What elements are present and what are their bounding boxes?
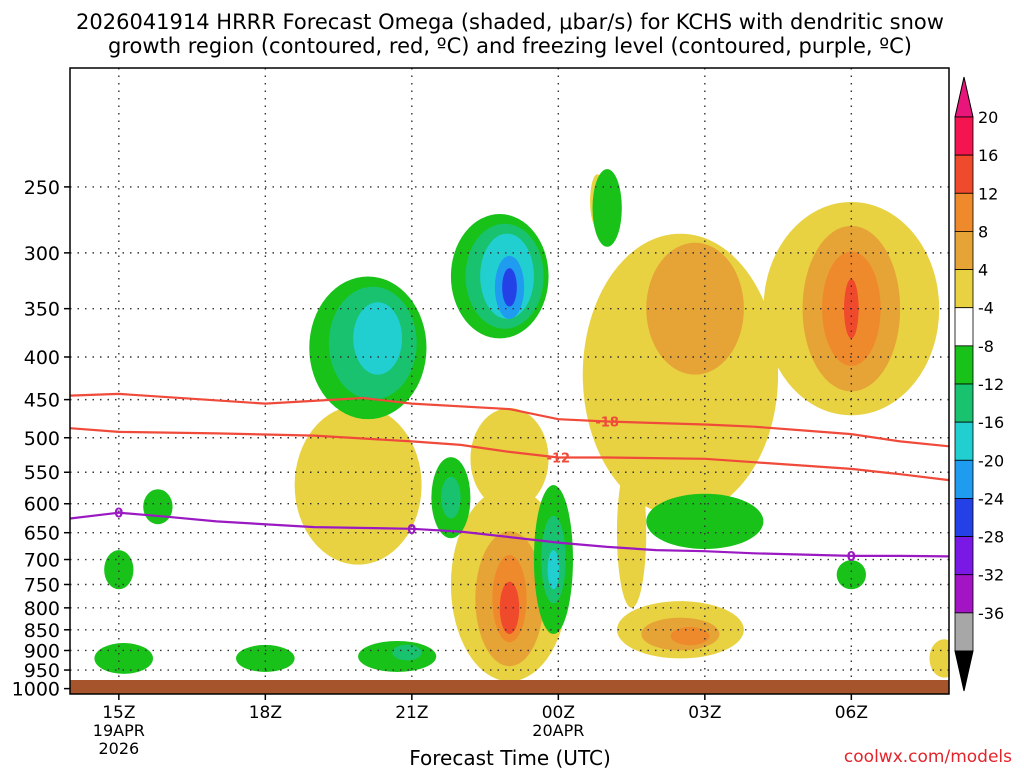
- omega-region--8-25: [143, 489, 173, 525]
- colorbar-label--32: -32: [978, 566, 1004, 585]
- y-tick-label-850: 850: [24, 620, 60, 642]
- y-tick-label-1000: 1000: [12, 679, 60, 701]
- colorbar-swatch-20: [954, 116, 974, 156]
- colorbar-swatch-12: [954, 192, 974, 232]
- contour-line--12: [70, 427, 949, 482]
- x-tick-sublabel-15Z: 19APR: [93, 721, 145, 740]
- y-tick-label-500: 500: [24, 428, 60, 450]
- colorbar-label-12: 12: [978, 184, 998, 203]
- y-tick-label-700: 700: [24, 550, 60, 572]
- omega-region-16-16: [499, 581, 520, 635]
- colorbar-swatch-4: [954, 269, 974, 309]
- colorbar-label--28: -28: [978, 528, 1004, 547]
- colorbar-label--16: -16: [978, 413, 1004, 432]
- contour-label--18-0: -18: [595, 415, 619, 430]
- omega-region--16-37: [547, 550, 560, 590]
- colorbar-label-20: 20: [978, 108, 998, 127]
- x-tick-sublabel-00Z: 20APR: [532, 721, 584, 740]
- colorbar-swatch--8: [954, 345, 974, 385]
- colorbar-label--36: -36: [978, 604, 1004, 623]
- colorbar-label--12: -12: [978, 375, 1004, 394]
- x-tick-year-15Z: 2026: [98, 739, 139, 758]
- contour-line-0: [70, 511, 949, 558]
- colorbar-swatch-16: [954, 154, 974, 194]
- colorbar-label-16: 16: [978, 146, 998, 165]
- omega-region-12-15: [670, 627, 710, 646]
- colorbar-bottom-arrow: [954, 650, 974, 692]
- colorbar-swatch--24: [954, 498, 974, 537]
- chart-title-line-2: growth region (contoured, red, ºC) and f…: [108, 34, 912, 58]
- colorbar-swatch--4: [954, 307, 974, 347]
- y-tick-label-750: 750: [24, 574, 60, 596]
- colorbar-swatch--32: [954, 574, 974, 614]
- contour-line--18: [70, 392, 949, 448]
- omega-region--24-39: [502, 268, 517, 307]
- x-tick-label-18Z: 18Z: [249, 703, 282, 723]
- omega-region--8-23: [836, 560, 866, 590]
- credit-label: coolwx.com/models: [844, 747, 1012, 767]
- omega-region-4-6: [470, 407, 549, 510]
- x-tick-label-21Z: 21Z: [395, 703, 428, 723]
- omega-shading-layer: [94, 169, 949, 682]
- contour-lines: -18 -12 0 0 0: [70, 392, 949, 565]
- y-tick-label-600: 600: [24, 494, 60, 516]
- colorbar-label--24: -24: [978, 489, 1004, 508]
- omega-region-4-8: [929, 639, 949, 678]
- chart-title-line-1: 2026041914 HRRR Forecast Omega (shaded, …: [76, 10, 944, 34]
- contour-label-0-0: 0: [114, 507, 123, 522]
- omega-region--8-29: [592, 169, 622, 247]
- colorbar-label--20: -20: [978, 451, 1004, 470]
- colorbar-label--4: -4: [978, 299, 994, 318]
- x-axis-label: Forecast Time (UTC): [409, 746, 611, 768]
- y-tick-label-950: 950: [24, 660, 60, 682]
- colorbar-swatch--28: [954, 536, 974, 576]
- x-tick-label-06Z: 06Z: [835, 703, 868, 723]
- y-tick-label-250: 250: [24, 177, 60, 199]
- x-tick-label-00Z: 00Z: [542, 703, 575, 723]
- omega-region--12-33: [441, 476, 461, 519]
- contour-label--12-0: -12: [547, 451, 571, 466]
- y-tick-label-400: 400: [24, 347, 60, 369]
- omega-region-4-0: [294, 405, 422, 565]
- omega-region--8-27: [236, 644, 295, 672]
- colorbar: 20 16 12 8 4 -4 -8 -12 -16 -20 -24 -28 -32 -36: [954, 76, 1004, 692]
- contour-label-0-1: 0: [407, 523, 416, 538]
- colorbar-swatch-8: [954, 231, 974, 270]
- omega-region-8-10: [646, 242, 744, 375]
- plot-frame: [69, 67, 950, 695]
- colorbar-swatch--16: [954, 421, 974, 461]
- contour-label-0-2: 0: [847, 550, 856, 565]
- colorbar-label-8: 8: [978, 222, 988, 241]
- y-axis: 2503003504004505005506006507007508008509…: [12, 177, 70, 701]
- colorbar-label--8: -8: [978, 337, 994, 356]
- x-tick-label-03Z: 03Z: [688, 703, 721, 723]
- y-tick-label-450: 450: [24, 390, 60, 412]
- colorbar-swatch--36: [954, 612, 974, 652]
- omega-region--12-34: [392, 644, 422, 661]
- colorbar-swatch--20: [954, 459, 974, 499]
- y-tick-label-300: 300: [24, 243, 60, 265]
- y-tick-label-350: 350: [24, 299, 60, 321]
- omega-region--16-35: [353, 302, 403, 375]
- colorbar-swatch--12: [954, 383, 974, 423]
- y-tick-label-800: 800: [24, 598, 60, 620]
- omega-region--8-26: [94, 643, 154, 674]
- colorbar-label-4: 4: [978, 261, 988, 280]
- omega-region--8-22: [646, 493, 764, 550]
- x-tick-label-15Z: 15Z: [102, 703, 135, 723]
- omega-region--8-24: [104, 550, 134, 590]
- terrain-ground-strip: [70, 680, 949, 694]
- plot-area: -18 -12 0 0 0: [70, 68, 949, 694]
- y-tick-label-650: 650: [24, 523, 60, 545]
- y-tick-label-550: 550: [24, 462, 60, 484]
- y-tick-label-900: 900: [24, 640, 60, 662]
- omega-region-4-5: [616, 457, 647, 608]
